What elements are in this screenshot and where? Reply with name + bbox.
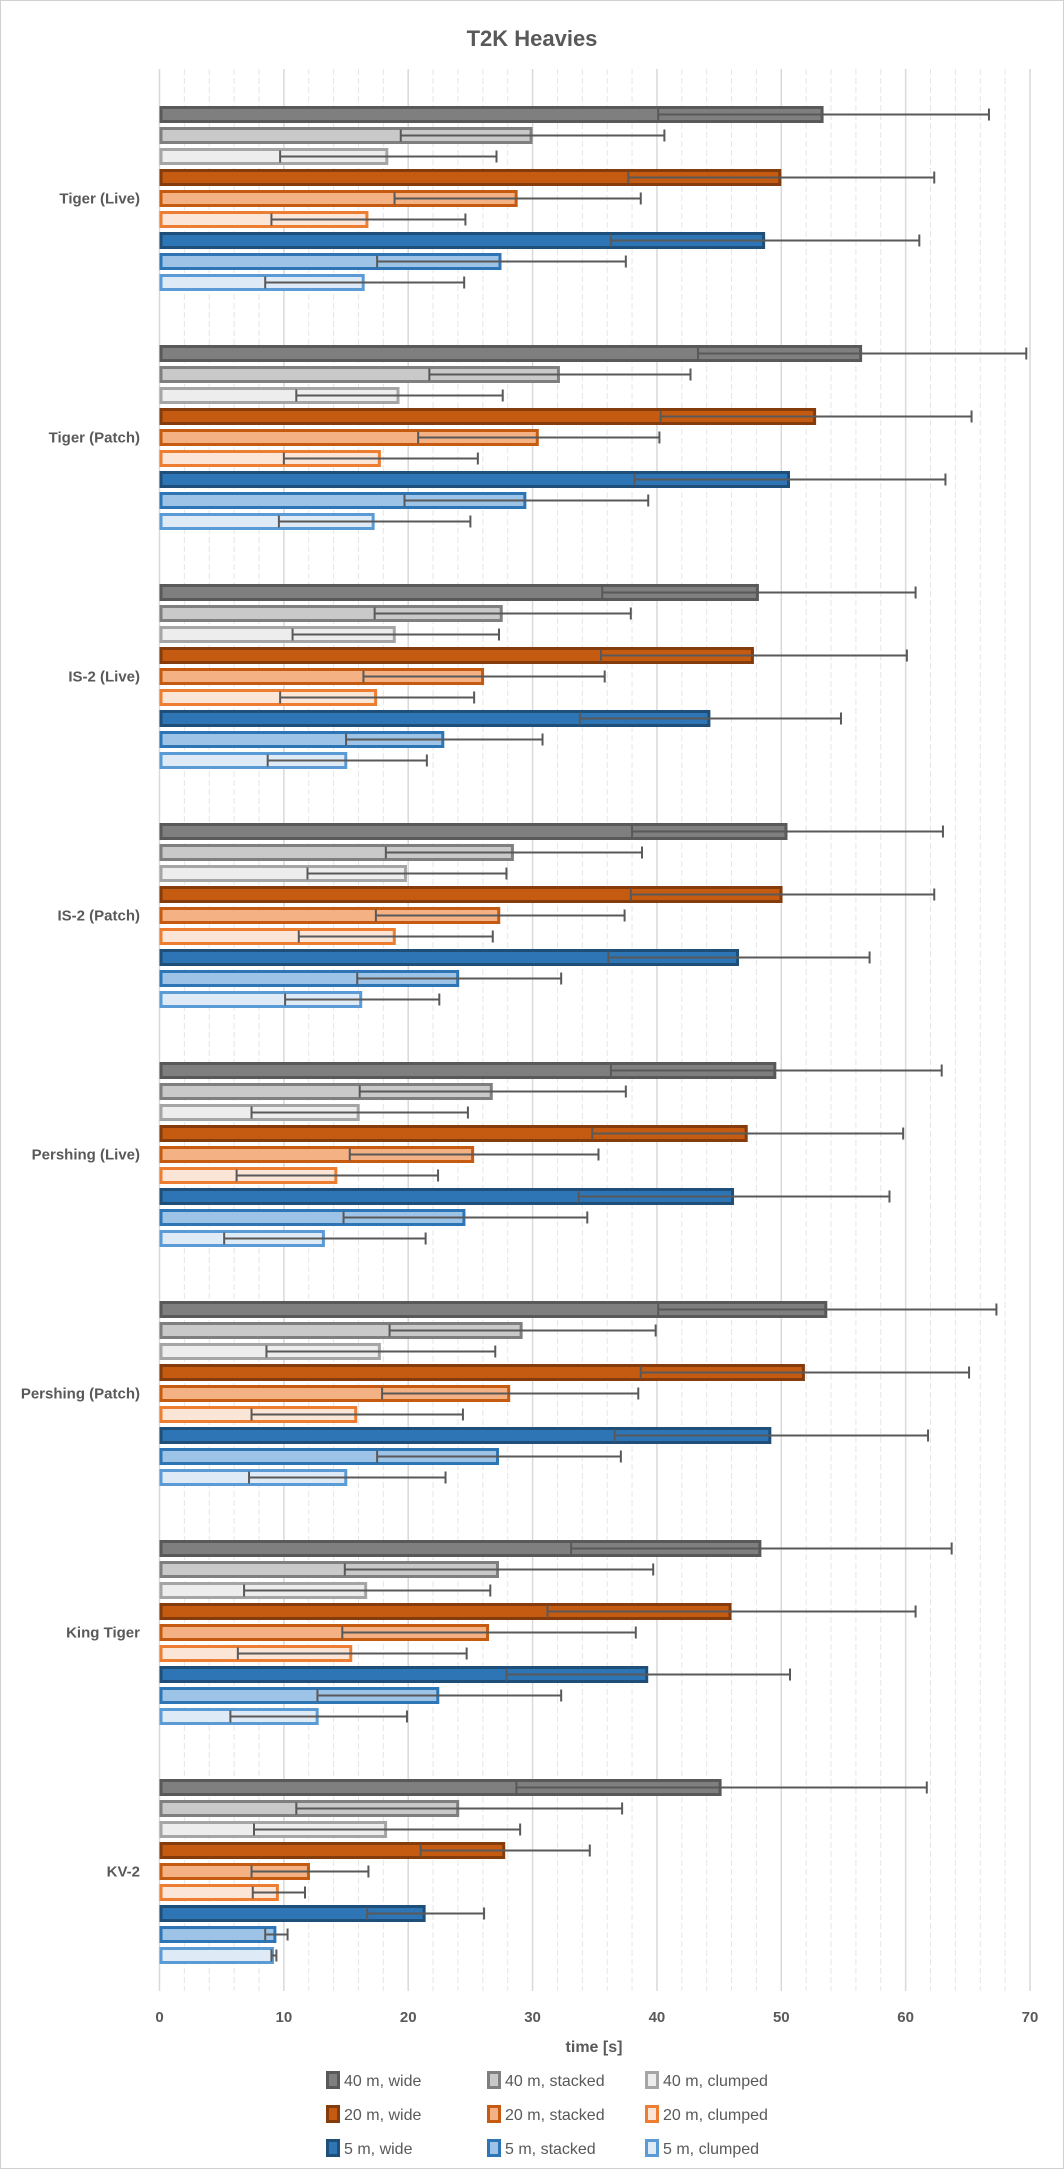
category-labels: Tiger (Live) Tiger (Patch) IS-2 (Live) IS-2… (21, 191, 140, 1881)
legend-label: 20 m, clumped (663, 2107, 768, 2124)
legend-label: 5 m, stacked (505, 2141, 596, 2158)
bar (159, 1947, 274, 1964)
x-tick-label: 40 (649, 2009, 666, 2026)
legend-label: 40 m, wide (344, 2073, 421, 2090)
legend-item: 20 m, stacked (487, 2105, 605, 2124)
x-tick-label: 30 (524, 2009, 541, 2026)
category-label: Tiger (Patch) (49, 430, 140, 447)
x-tick-label: 50 (773, 2009, 790, 2026)
legend: 40 m, wide 40 m, stacked 40 m, clumped 20 m… (326, 2071, 768, 2158)
legend-item: 40 m, wide (326, 2071, 421, 2090)
category-label: Pershing (Live) (32, 1147, 140, 1164)
bar (159, 1926, 277, 1943)
legend-item: 5 m, clumped (645, 2139, 759, 2158)
legend-item: 5 m, stacked (487, 2139, 596, 2158)
category-label: KV-2 (107, 1864, 140, 1881)
legend-item: 20 m, clumped (645, 2105, 768, 2124)
legend-swatch (487, 2071, 501, 2089)
chart-title: T2K Heavies (467, 26, 598, 51)
legend-item: 20 m, wide (326, 2105, 421, 2124)
legend-label: 40 m, clumped (663, 2073, 768, 2090)
legend-swatch (645, 2105, 659, 2123)
legend-swatch (326, 2071, 340, 2089)
x-axis-title: time [s] (566, 2039, 623, 2056)
category-label: Pershing (Patch) (21, 1386, 140, 1403)
legend-swatch (645, 2139, 659, 2157)
legend-item: 40 m, stacked (487, 2071, 605, 2090)
legend-swatch (487, 2105, 501, 2123)
x-tick-label: 0 (155, 2009, 163, 2026)
x-tick-label: 20 (400, 2009, 417, 2026)
legend-label: 40 m, stacked (505, 2073, 605, 2090)
legend-label: 20 m, wide (344, 2107, 421, 2124)
x-tick-label: 70 (1022, 2009, 1039, 2026)
legend-label: 20 m, stacked (505, 2107, 605, 2124)
legend-swatch (487, 2139, 501, 2157)
legend-swatch (326, 2139, 340, 2157)
legend-item: 5 m, wide (326, 2139, 413, 2158)
legend-swatch (326, 2105, 340, 2123)
legend-item: 40 m, clumped (645, 2071, 768, 2090)
x-tick-label: 10 (276, 2009, 293, 2026)
category-label: Tiger (Live) (59, 191, 140, 208)
category-label: King Tiger (66, 1625, 140, 1642)
legend-label: 5 m, clumped (663, 2141, 759, 2158)
legend-label: 5 m, wide (344, 2141, 413, 2158)
category-label: IS-2 (Live) (68, 669, 140, 686)
legend-swatch (645, 2071, 659, 2089)
bars (159, 106, 1028, 1964)
x-tick-labels: 0 10 20 30 40 50 60 70 (155, 2009, 1038, 2026)
category-label: IS-2 (Patch) (57, 908, 140, 925)
x-tick-label: 60 (897, 2009, 914, 2026)
